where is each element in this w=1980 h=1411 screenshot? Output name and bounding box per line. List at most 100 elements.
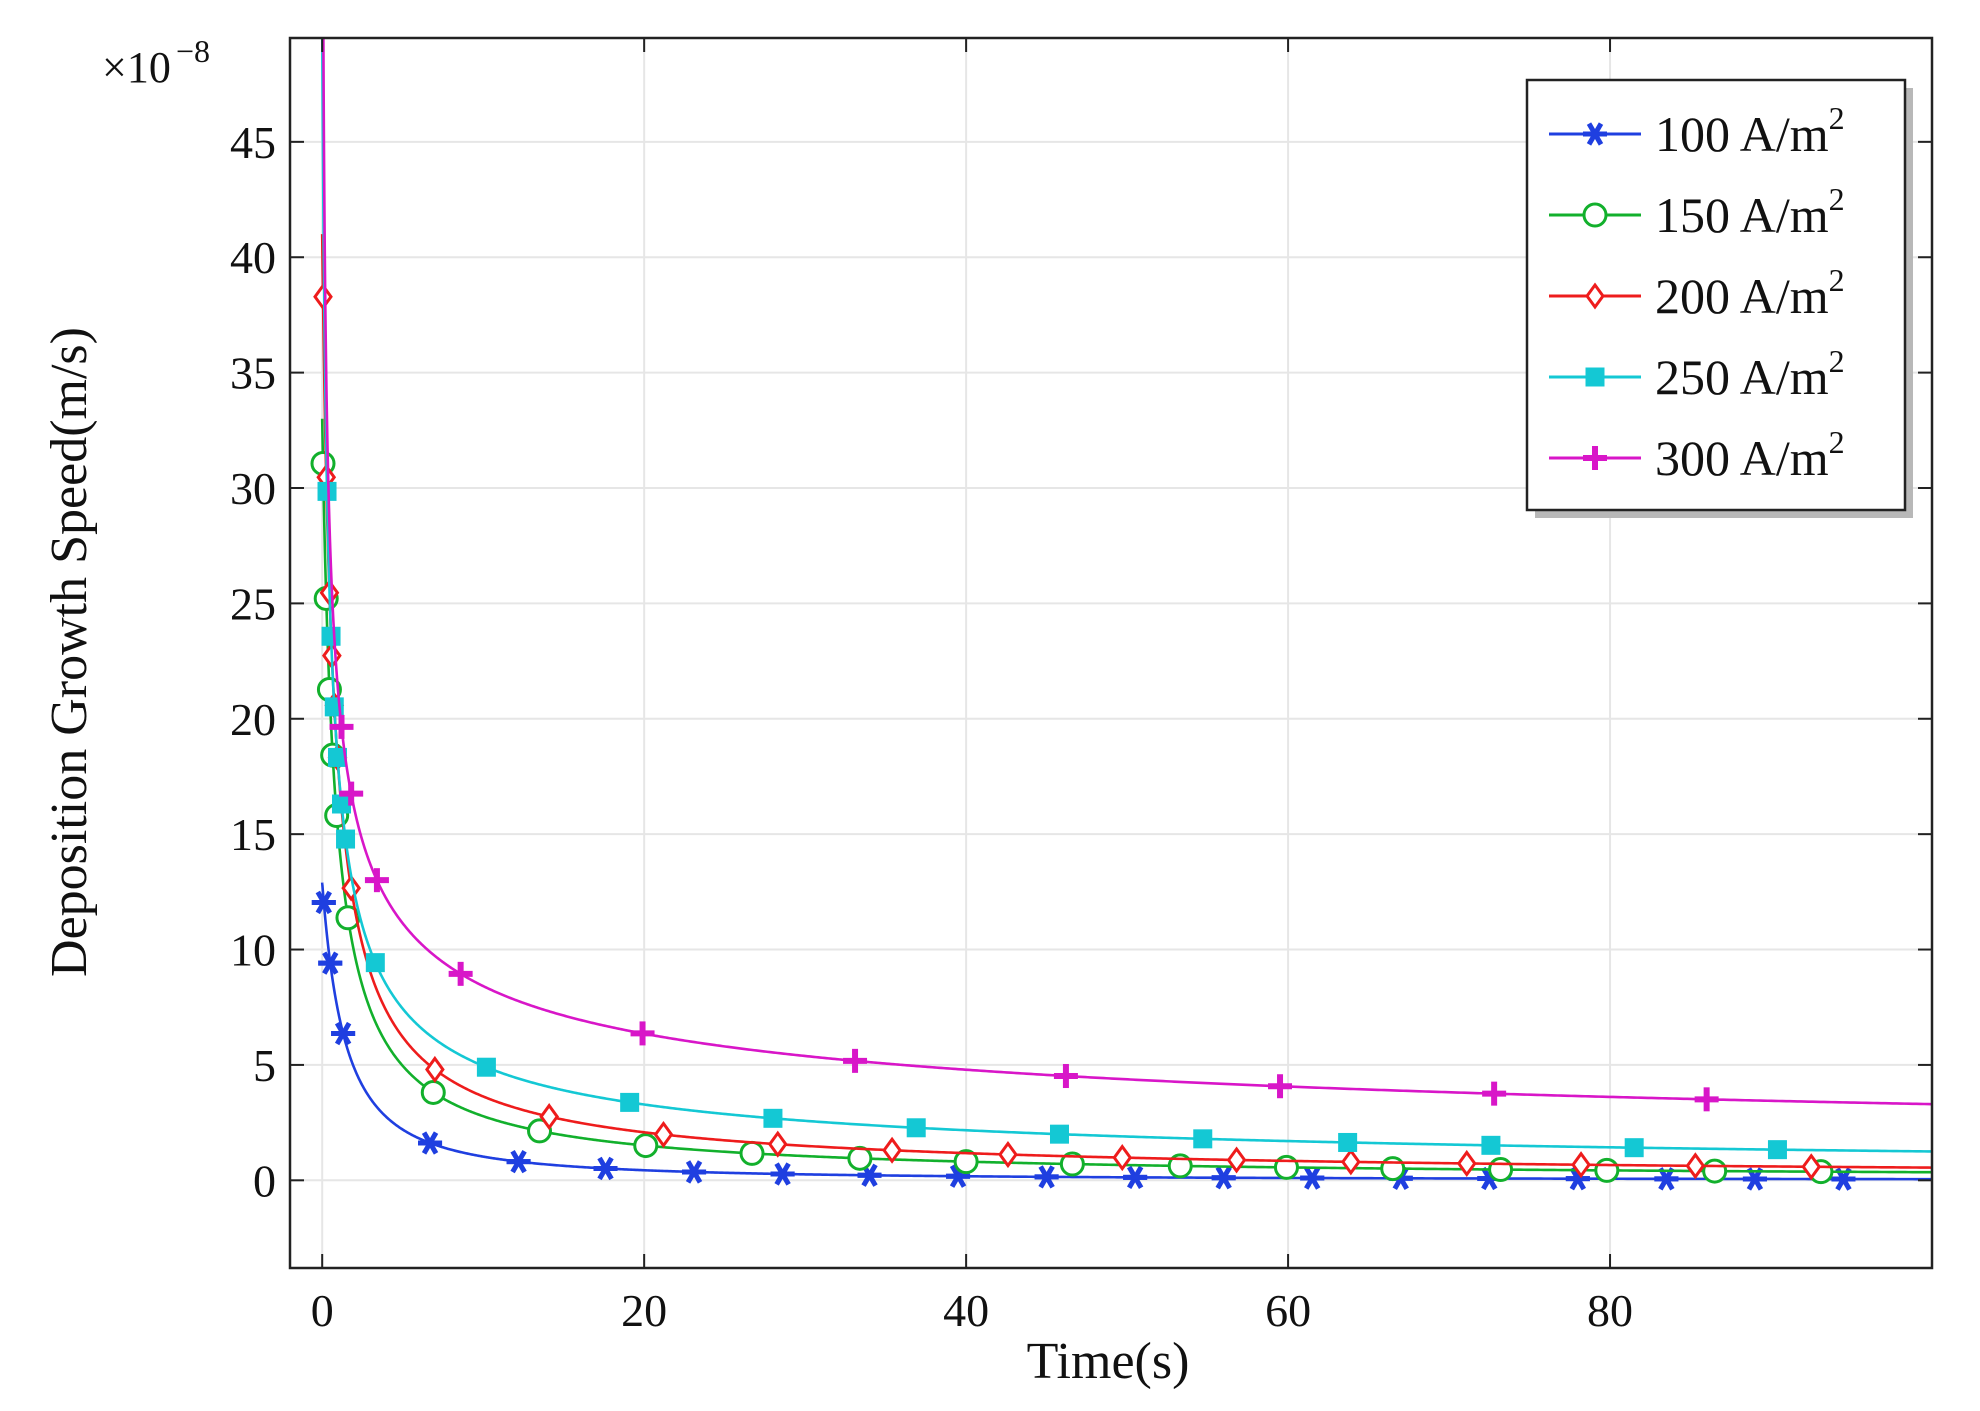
series-2-marker — [953, 1149, 979, 1175]
series-5-marker — [630, 1021, 655, 1046]
series-3-marker — [1112, 1144, 1133, 1172]
series-4-marker — [1193, 1129, 1213, 1149]
series-5-marker — [1053, 1064, 1078, 1089]
y-scale-exponent: −8 — [176, 33, 210, 69]
series-4-marker — [336, 829, 356, 849]
series-5-marker — [1482, 1081, 1507, 1106]
series-4-marker — [763, 1108, 783, 1128]
legend-label-superscript: 2 — [1829, 262, 1845, 298]
x-tick-label: 0 — [311, 1285, 334, 1336]
series-3-marker — [767, 1130, 788, 1158]
series-4-marker — [317, 481, 337, 501]
series-3-marker — [1571, 1151, 1591, 1179]
legend-label: 300 A/m2 — [1655, 424, 1845, 486]
series-2-marker — [1702, 1158, 1728, 1184]
series-layer — [310, 38, 1932, 1191]
series-1-marker — [331, 1021, 356, 1046]
legend-swatch-marker — [1582, 202, 1608, 228]
series-5-marker — [843, 1048, 868, 1073]
series-5-marker — [364, 868, 389, 893]
legend-label: 100 A/m2 — [1655, 100, 1845, 162]
series-3-marker — [882, 1136, 902, 1164]
y-tick-label: 10 — [230, 925, 276, 976]
series-1-marker — [506, 1149, 531, 1174]
grid-lines — [290, 38, 1932, 1268]
series-4-marker — [476, 1057, 496, 1077]
y-tick-label: 15 — [230, 809, 276, 860]
y-axis-title: Deposition Growth Speed(m/s) — [41, 327, 98, 977]
x-tick-label: 80 — [1587, 1285, 1633, 1336]
series-2-marker — [1594, 1157, 1620, 1183]
legend-entry-4: 250 A/m2 — [1549, 343, 1845, 405]
series-2-marker — [1380, 1156, 1406, 1182]
legend-label-superscript: 2 — [1829, 424, 1845, 460]
legend-entry-3: 200 A/m2 — [1549, 262, 1845, 324]
series-3-marker — [539, 1103, 560, 1131]
series-3-marker — [653, 1120, 674, 1149]
series-3-marker — [425, 1055, 445, 1084]
y-tick-label: 0 — [253, 1155, 276, 1206]
series-3-marker — [1456, 1149, 1477, 1177]
legend-label: 200 A/m2 — [1655, 262, 1845, 324]
series-2-marker — [420, 1079, 446, 1105]
legend-entry-1: 100 A/m2 — [1549, 100, 1845, 162]
series-4-marker — [1481, 1135, 1501, 1155]
series-2-marker — [847, 1145, 873, 1171]
legend-label-superscript: 2 — [1829, 343, 1845, 379]
series-1-marker — [1565, 1167, 1590, 1191]
series-5-marker — [1694, 1087, 1719, 1112]
series-4-marker — [1338, 1132, 1358, 1152]
y-tick-label: 5 — [253, 1040, 276, 1091]
legend: 100 A/m2 150 A/m2 200 A/m2 250 A/m2 300 A/m2 — [1525, 78, 1913, 518]
legend-swatch-marker — [1583, 446, 1607, 470]
legend-swatch-marker — [1585, 367, 1605, 387]
series-1-marker — [593, 1156, 618, 1181]
y-tick-label: 40 — [230, 232, 276, 283]
series-1-marker — [682, 1160, 707, 1184]
y-tick-label: 30 — [230, 463, 276, 514]
legend-swatch-marker — [1583, 122, 1607, 146]
series-1-marker — [1300, 1166, 1325, 1190]
series-1-marker — [1123, 1165, 1148, 1190]
x-tick-label: 20 — [621, 1285, 667, 1336]
series-5-marker — [329, 714, 354, 739]
y-tick-label: 25 — [230, 578, 276, 629]
legend-label-superscript: 2 — [1829, 181, 1845, 217]
series-3-marker — [1226, 1146, 1247, 1174]
series-1-marker — [318, 951, 343, 975]
y-tick-label: 20 — [230, 694, 276, 745]
series-4-marker — [1767, 1140, 1787, 1160]
series-4-marker — [1049, 1124, 1069, 1144]
x-tick-label: 60 — [1265, 1285, 1311, 1336]
series-5-marker — [448, 961, 473, 986]
legend-entry-2: 150 A/m2 — [1549, 181, 1845, 243]
series-1-marker — [1211, 1166, 1236, 1190]
series-4-marker — [365, 953, 385, 973]
axis-ticks: 0 20 40 60 80 0 5 10 15 20 25 30 35 40 45 — [230, 38, 1932, 1336]
series-2-marker — [1488, 1157, 1514, 1183]
y-tick-label: 45 — [230, 117, 276, 168]
series-1-marker — [311, 890, 336, 915]
series-line-4 — [320, 38, 1932, 1153]
series-3-marker — [1685, 1152, 1706, 1180]
series-1-marker — [1034, 1165, 1059, 1189]
legend-label: 250 A/m2 — [1655, 343, 1845, 405]
series-1-marker — [770, 1162, 795, 1186]
series-3-marker — [998, 1140, 1018, 1169]
series-4-marker — [906, 1118, 926, 1138]
series-2-marker — [527, 1118, 553, 1144]
series-3-marker — [1801, 1153, 1822, 1181]
series-2-marker — [1059, 1151, 1085, 1177]
series-1-marker — [418, 1131, 443, 1155]
legend-label-superscript: 2 — [1829, 100, 1845, 136]
series-4-marker — [620, 1092, 640, 1112]
x-tick-label: 40 — [943, 1285, 989, 1336]
series-4-marker — [332, 794, 352, 814]
series-5-marker — [339, 781, 364, 806]
plot-frame — [288, 36, 1934, 1270]
series-4-marker — [321, 626, 341, 646]
y-tick-label: 35 — [230, 348, 276, 399]
series-4-marker — [1624, 1138, 1644, 1158]
y-scale-factor: ×10 — [102, 43, 171, 92]
x-axis-title: Time(s) — [1027, 1333, 1190, 1390]
